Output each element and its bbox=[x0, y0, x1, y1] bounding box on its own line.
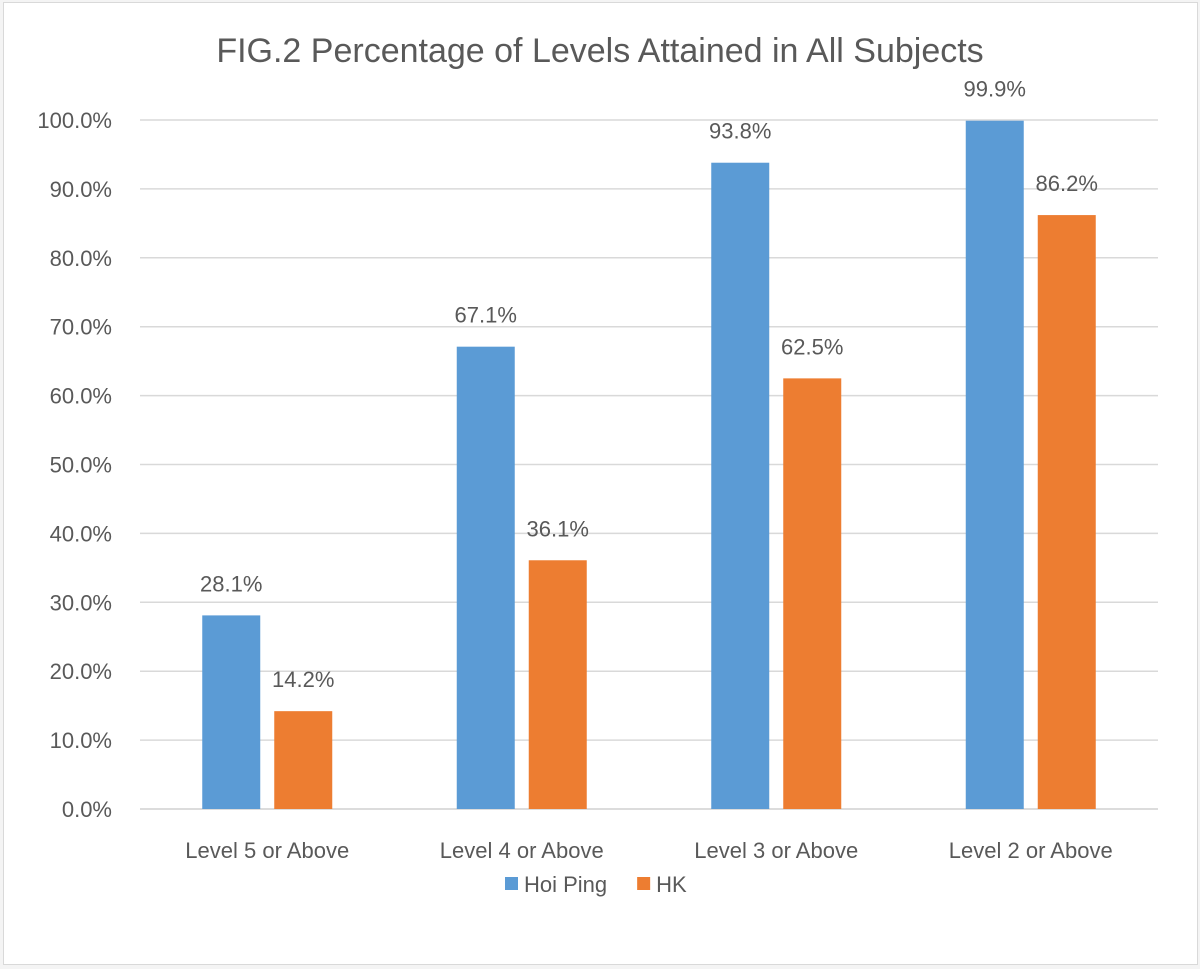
y-tick-label: 90.0% bbox=[50, 177, 112, 202]
y-tick-label: 10.0% bbox=[50, 728, 112, 753]
y-tick-label: 20.0% bbox=[50, 659, 112, 684]
y-tick-label: 100.0% bbox=[37, 108, 112, 133]
x-tick-label: Level 2 or Above bbox=[949, 838, 1113, 863]
legend-swatch bbox=[505, 877, 518, 890]
bar-hk bbox=[1037, 215, 1096, 809]
data-label: 93.8% bbox=[709, 119, 771, 144]
y-tick-label: 0.0% bbox=[62, 797, 112, 822]
y-tick-label: 50.0% bbox=[50, 453, 112, 478]
data-label: 14.2% bbox=[272, 667, 334, 692]
bar-hk bbox=[274, 711, 333, 809]
legend-label: Hoi Ping bbox=[524, 872, 607, 897]
data-label: 99.9% bbox=[964, 77, 1026, 102]
data-label: 36.1% bbox=[527, 516, 589, 541]
y-tick-label: 60.0% bbox=[50, 384, 112, 409]
bar-hk bbox=[783, 378, 842, 809]
bars: 28.1% 14.2% 67.1% 36.1% 93.8% 62.5% 99.9% 86.2% bbox=[200, 77, 1098, 809]
bar-hk bbox=[528, 560, 587, 809]
y-tick-label: 30.0% bbox=[50, 590, 112, 615]
data-label: 28.1% bbox=[200, 571, 262, 596]
x-axis-ticks: Level 5 or Above Level 4 or Above Level 3 … bbox=[185, 838, 1112, 863]
legend-label: HK bbox=[656, 872, 687, 897]
x-tick-label: Level 5 or Above bbox=[185, 838, 349, 863]
y-tick-label: 80.0% bbox=[50, 246, 112, 271]
bar-hoi-ping bbox=[456, 346, 515, 809]
x-tick-label: Level 4 or Above bbox=[440, 838, 604, 863]
data-label: 67.1% bbox=[455, 303, 517, 328]
legend: Hoi Ping HK bbox=[505, 872, 687, 897]
y-tick-label: 40.0% bbox=[50, 521, 112, 546]
bar-hoi-ping bbox=[965, 120, 1024, 809]
chart-title: FIG.2 Percentage of Levels Attained in A… bbox=[216, 32, 983, 70]
y-axis-ticks: 0.0% 10.0% 20.0% 30.0% 40.0% 50.0% 60.0% 70.0% 8… bbox=[37, 108, 112, 822]
x-tick-label: Level 3 or Above bbox=[694, 838, 858, 863]
bar-hoi-ping bbox=[202, 615, 261, 809]
legend-swatch bbox=[637, 877, 651, 890]
y-tick-label: 70.0% bbox=[50, 315, 112, 340]
data-label: 86.2% bbox=[1036, 171, 1098, 196]
bar-hoi-ping bbox=[711, 162, 770, 809]
data-label: 62.5% bbox=[781, 334, 843, 359]
